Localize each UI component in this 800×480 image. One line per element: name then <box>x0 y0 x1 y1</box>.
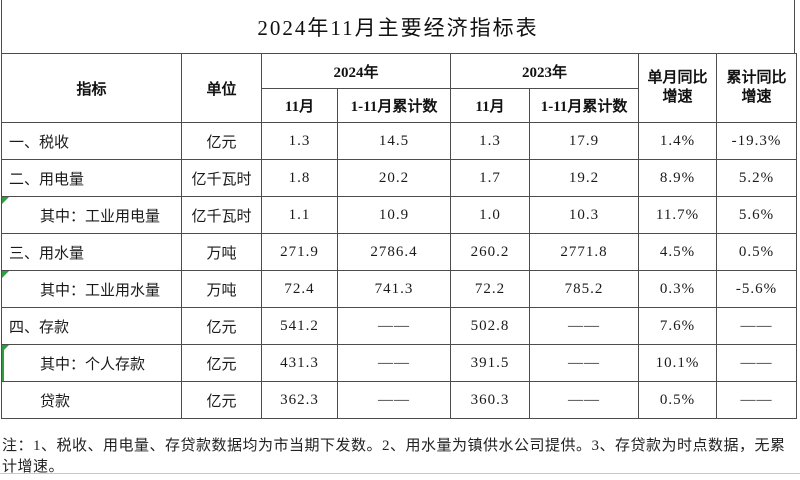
growth-cell[interactable]: —— <box>716 381 798 419</box>
table-header-row-1: 指标 单位 2024年 2023年 单月同比增速 累计同比增速 <box>1 53 798 123</box>
value-cell[interactable]: 20.2 <box>336 159 452 197</box>
table-row: 其中：个人存款 亿元 431.3 —— 391.5 —— 10.1% —— <box>1 344 798 382</box>
unit-cell[interactable]: 亿元 <box>181 122 262 160</box>
growth-cell[interactable]: —— <box>716 307 798 345</box>
value-cell[interactable]: —— <box>336 344 452 382</box>
growth-cell[interactable]: 0.3% <box>638 270 718 308</box>
value-cell[interactable]: 260.2 <box>450 233 531 271</box>
value-cell[interactable]: 72.2 <box>450 270 531 308</box>
indicator-cell[interactable]: 其中：工业用水量 <box>1 270 182 308</box>
value-cell[interactable]: 10.9 <box>336 196 452 234</box>
value-cell[interactable]: 2771.8 <box>529 233 640 271</box>
indicator-label: 其中：工业用电量 <box>40 208 161 225</box>
value-cell[interactable]: —— <box>336 381 452 419</box>
table-row: 其中：工业用水量 万吨 72.4 741.3 72.2 785.2 0.3% -… <box>1 270 798 308</box>
unit-cell[interactable]: 亿千瓦时 <box>181 159 262 197</box>
value-cell[interactable]: —— <box>529 381 640 419</box>
value-cell[interactable]: 271.9 <box>261 233 338 271</box>
value-cell[interactable]: 10.3 <box>529 196 640 234</box>
indicator-cell[interactable]: 一、税收 <box>1 122 182 160</box>
growth-cell[interactable]: 8.9% <box>638 159 718 197</box>
value-cell[interactable]: 391.5 <box>450 344 531 382</box>
cell-flag-icon <box>2 271 9 278</box>
indicator-cell[interactable]: 贷款 <box>1 381 182 419</box>
value-cell[interactable]: 785.2 <box>529 270 640 308</box>
growth-cell[interactable]: 0.5% <box>638 381 718 419</box>
cell-flag-icon <box>2 197 9 204</box>
indicator-label: 其中：工业用水量 <box>40 282 161 299</box>
value-cell[interactable]: 17.9 <box>529 122 640 160</box>
page-title-band: 2024年11月主要经济指标表 <box>1 0 795 53</box>
value-cell[interactable]: —— <box>529 307 640 345</box>
unit-cell[interactable]: 亿千瓦时 <box>181 196 262 234</box>
value-cell[interactable]: —— <box>336 307 452 345</box>
value-cell[interactable]: 360.3 <box>450 381 531 419</box>
header-nov-2024[interactable]: 11月 <box>261 88 338 123</box>
indicator-cell[interactable]: 其中：工业用电量 <box>1 196 182 234</box>
value-cell[interactable]: 362.3 <box>261 381 338 419</box>
value-cell[interactable]: 502.8 <box>450 307 531 345</box>
page-title: 2024年11月主要经济指标表 <box>257 15 539 40</box>
indicator-label: 其中：个人存款 <box>40 356 146 373</box>
indicator-cell[interactable]: 二、用电量 <box>1 159 182 197</box>
unit-cell[interactable]: 亿元 <box>181 381 262 419</box>
value-cell[interactable]: 1.0 <box>450 196 531 234</box>
growth-cell[interactable]: -5.6% <box>716 270 798 308</box>
value-cell[interactable]: 14.5 <box>336 122 452 160</box>
table-row: 一、税收 亿元 1.3 14.5 1.3 17.9 1.4% -19.3% <box>1 122 798 160</box>
table-row: 三、用水量 万吨 271.9 2786.4 260.2 2771.8 4.5% … <box>1 233 798 271</box>
table-row: 四、存款 亿元 541.2 —— 502.8 —— 7.6% —— <box>1 307 798 345</box>
header-cumulative-yoy[interactable]: 累计同比增速 <box>716 53 798 123</box>
growth-cell[interactable]: 0.5% <box>716 233 798 271</box>
growth-cell[interactable]: 7.6% <box>638 307 718 345</box>
header-unit[interactable]: 单位 <box>181 53 262 123</box>
indicator-cell[interactable]: 三、用水量 <box>1 233 182 271</box>
value-cell[interactable]: 1.7 <box>450 159 531 197</box>
table-header-row-2: 11月 1-11月累计数 11月 1-11月累计数 <box>2 88 797 123</box>
table-row: 贷款 亿元 362.3 —— 360.3 —— 0.5% —— <box>1 381 798 419</box>
growth-cell[interactable]: 10.1% <box>638 344 718 382</box>
value-cell[interactable]: 541.2 <box>261 307 338 345</box>
unit-cell[interactable]: 万吨 <box>181 270 262 308</box>
value-cell[interactable]: 2786.4 <box>336 233 452 271</box>
table-row: 其中：工业用电量 亿千瓦时 1.1 10.9 1.0 10.3 11.7% 5.… <box>1 196 798 234</box>
growth-cell[interactable]: 5.2% <box>716 159 798 197</box>
growth-cell[interactable]: -19.3% <box>716 122 798 160</box>
growth-cell[interactable]: 4.5% <box>638 233 718 271</box>
header-year-2024[interactable]: 2024年 <box>260 53 452 89</box>
indicator-cell[interactable]: 四、存款 <box>1 307 182 345</box>
unit-cell[interactable]: 亿元 <box>181 344 262 382</box>
value-cell[interactable]: 1.3 <box>261 122 338 160</box>
cell-flag-icon <box>2 345 9 352</box>
economic-indicators-table: 指标 单位 2024年 2023年 单月同比增速 累计同比增速 11月 1-11… <box>1 53 798 419</box>
indicator-cell[interactable]: 其中：个人存款 <box>1 344 182 382</box>
value-cell[interactable]: —— <box>529 344 640 382</box>
value-cell[interactable]: 19.2 <box>529 159 640 197</box>
value-cell[interactable]: 1.8 <box>261 159 338 197</box>
header-nov-2023[interactable]: 11月 <box>450 88 531 123</box>
value-cell[interactable]: 1.1 <box>261 196 338 234</box>
header-cum-2023[interactable]: 1-11月累计数 <box>529 88 640 123</box>
growth-cell[interactable]: 5.6% <box>716 196 798 234</box>
table-row: 二、用电量 亿千瓦时 1.8 20.2 1.7 19.2 8.9% 5.2% <box>1 159 798 197</box>
header-indicator[interactable]: 指标 <box>1 53 182 123</box>
value-cell[interactable]: 1.3 <box>450 122 531 160</box>
value-cell[interactable]: 72.4 <box>261 270 338 308</box>
growth-cell[interactable]: 1.4% <box>638 122 718 160</box>
header-cum-2024[interactable]: 1-11月累计数 <box>336 88 452 123</box>
footnote: 注：1、税收、用电量、存贷款数据均为市当期下发数。2、用水量为镇供水公司提供。3… <box>2 438 786 475</box>
growth-cell[interactable]: —— <box>716 344 798 382</box>
header-year-2023[interactable]: 2023年 <box>450 53 640 89</box>
unit-cell[interactable]: 万吨 <box>181 233 262 271</box>
value-cell[interactable]: 431.3 <box>261 344 338 382</box>
unit-cell[interactable]: 亿元 <box>181 307 262 345</box>
value-cell[interactable]: 741.3 <box>336 270 452 308</box>
growth-cell[interactable]: 11.7% <box>638 196 718 234</box>
header-monthly-yoy[interactable]: 单月同比增速 <box>638 53 718 123</box>
sheet-gridline <box>0 473 800 474</box>
